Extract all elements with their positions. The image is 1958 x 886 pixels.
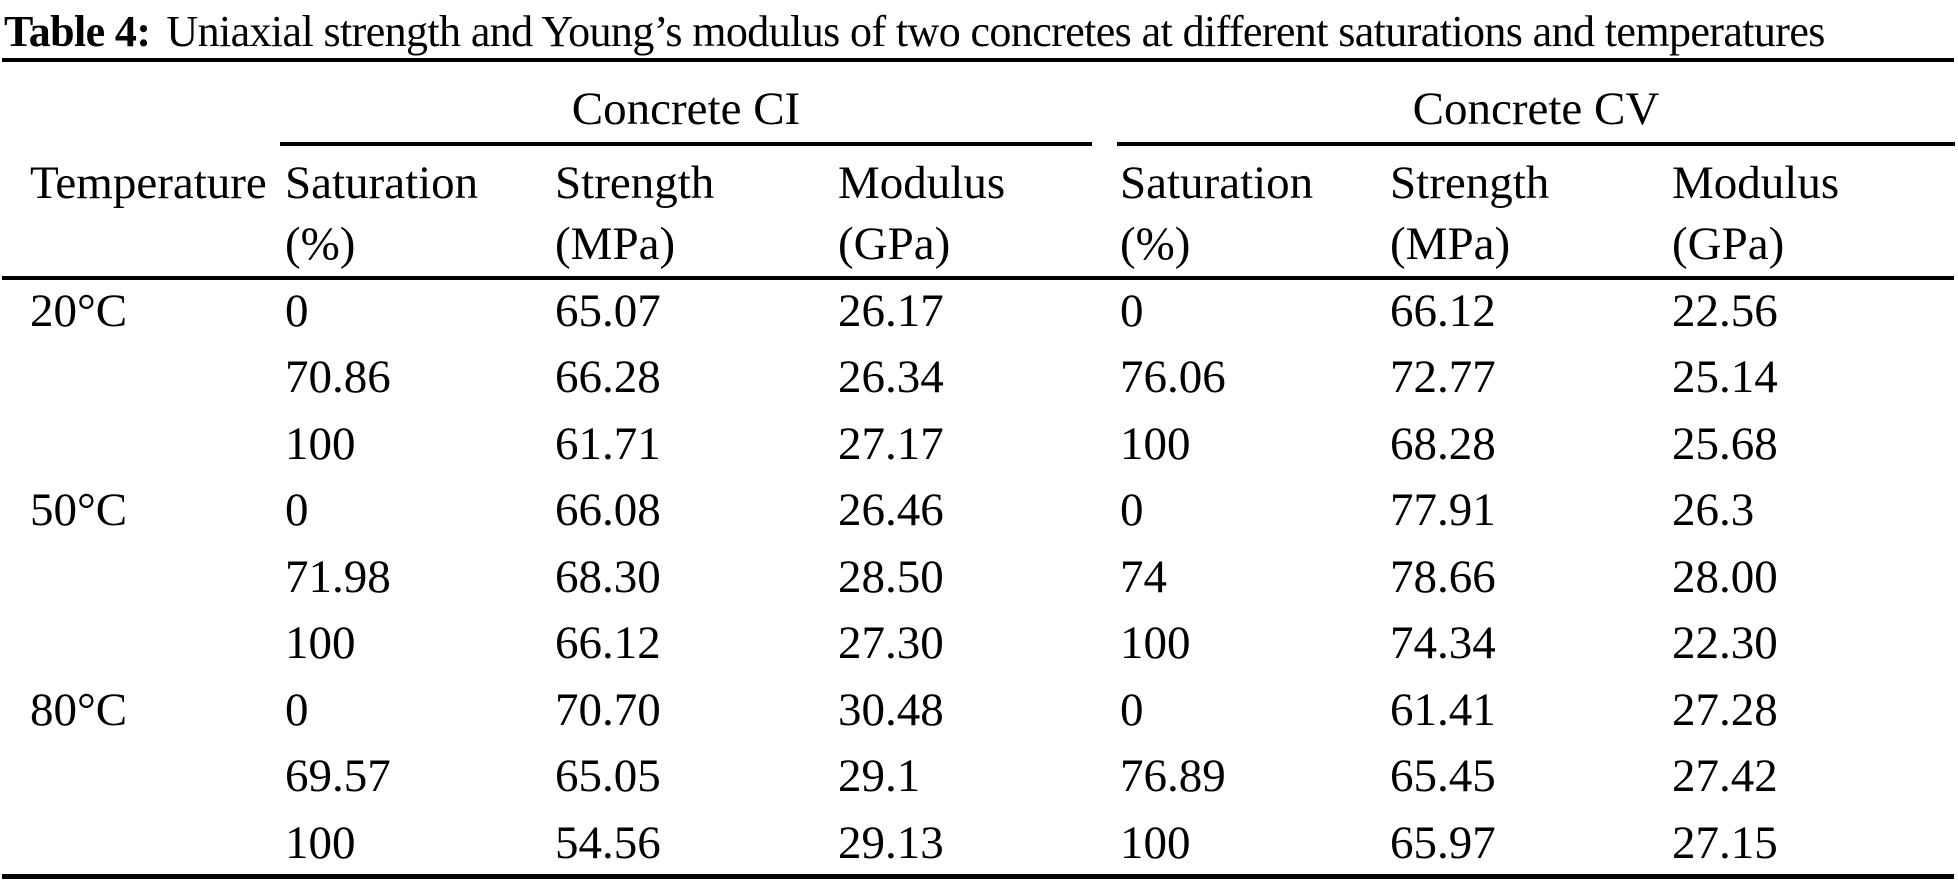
cell-ci-strength: 68.30 [555, 550, 661, 603]
table-row: 50°C 0 66.08 26.46 0 77.91 26.3 [0, 477, 1958, 543]
cell-cv-saturation: 100 [1120, 417, 1191, 470]
column-header-row: Temperature Saturation (%) Strength (MPa… [0, 153, 1958, 275]
table-row: 100 66.12 27.30 100 74.34 22.30 [0, 610, 1958, 676]
cell-ci-strength: 54.56 [555, 816, 661, 869]
cell-temperature [0, 544, 285, 610]
cell-ci-modulus: 27.17 [838, 417, 944, 470]
cell-cv-modulus: 26.3 [1672, 484, 1755, 537]
cell-cv-saturation: 100 [1120, 617, 1191, 670]
table-body: 20°C 0 65.07 26.17 0 66.12 22.56 70.86 6… [0, 278, 1958, 876]
table-caption: Table 4: Uniaxial strength and Young’s mo… [4, 6, 1825, 57]
cell-cv-strength: 66.12 [1390, 285, 1496, 337]
cell-cv-strength: 61.41 [1390, 683, 1496, 736]
table-caption-text: Uniaxial strength and Young’s modulus of… [166, 7, 1825, 56]
cell-cv-saturation: 100 [1120, 816, 1191, 869]
cell-temperature: 80°C [30, 683, 128, 736]
cell-cv-modulus: 28.00 [1672, 550, 1778, 603]
cell-ci-strength: 66.08 [555, 484, 661, 537]
cell-ci-saturation: 70.86 [285, 351, 391, 404]
cell-ci-modulus: 27.30 [838, 617, 944, 670]
group-header-concrete-cv: Concrete CV [1412, 83, 1660, 135]
cell-ci-saturation: 0 [285, 484, 309, 537]
cell-ci-strength: 61.71 [555, 417, 661, 470]
cell-ci-saturation: 100 [285, 617, 356, 670]
cell-ci-saturation: 0 [285, 683, 309, 736]
col-header-ci-strength: Strength (MPa) [555, 157, 715, 270]
cell-cv-modulus: 27.42 [1672, 750, 1778, 803]
cell-cv-strength: 74.34 [1390, 617, 1496, 670]
cell-ci-modulus: 28.50 [838, 550, 944, 603]
table-caption-label: Table 4: [4, 7, 151, 56]
table-row: 20°C 0 65.07 26.17 0 66.12 22.56 [0, 278, 1958, 344]
cell-cv-saturation: 76.06 [1120, 351, 1226, 404]
table-row: 70.86 66.28 26.34 76.06 72.77 25.14 [0, 344, 1958, 410]
col-header-cv-strength: Strength (MPa) [1390, 157, 1550, 270]
group-header-concrete-ci: Concrete CI [571, 83, 801, 135]
cell-ci-saturation: 100 [285, 417, 356, 470]
concrete-cv-spanner-rule [1117, 142, 1955, 146]
col-header-ci-saturation: Saturation (%) [285, 157, 479, 270]
cell-cv-modulus: 22.56 [1672, 285, 1778, 337]
cell-ci-strength: 65.07 [555, 285, 661, 337]
cell-ci-modulus: 26.17 [838, 285, 944, 337]
cell-ci-strength: 66.28 [555, 351, 661, 404]
cell-ci-strength: 70.70 [555, 683, 661, 736]
cell-temperature [0, 743, 285, 809]
cell-cv-saturation: 0 [1120, 683, 1144, 736]
concrete-ci-spanner-rule [280, 142, 1092, 146]
cell-ci-modulus: 26.46 [838, 484, 944, 537]
cell-cv-modulus: 27.28 [1672, 683, 1778, 736]
cell-cv-saturation: 76.89 [1120, 750, 1226, 803]
cell-cv-modulus: 25.68 [1672, 417, 1778, 470]
cell-temperature: 50°C [30, 484, 128, 537]
col-header-temperature: Temperature [30, 157, 267, 209]
cell-temperature [0, 810, 285, 876]
table-row: 71.98 68.30 28.50 74 78.66 28.00 [0, 544, 1958, 610]
cell-cv-strength: 78.66 [1390, 550, 1496, 603]
table-row: 80°C 0 70.70 30.48 0 61.41 27.28 [0, 677, 1958, 743]
cell-ci-strength: 66.12 [555, 617, 661, 670]
cell-ci-saturation: 100 [285, 816, 356, 869]
cell-cv-saturation: 74 [1120, 550, 1167, 603]
cell-ci-saturation: 71.98 [285, 550, 391, 603]
col-header-cv-saturation: Saturation (%) [1120, 157, 1314, 270]
cell-cv-strength: 65.45 [1390, 750, 1496, 803]
cell-cv-modulus: 27.15 [1672, 816, 1778, 869]
cell-cv-strength: 65.97 [1390, 816, 1496, 869]
col-header-cv-modulus: Modulus (GPa) [1672, 157, 1840, 270]
cell-cv-modulus: 22.30 [1672, 617, 1778, 670]
col-header-ci-modulus: Modulus (GPa) [838, 157, 1006, 270]
cell-ci-strength: 65.05 [555, 750, 661, 803]
cell-cv-modulus: 25.14 [1672, 351, 1778, 404]
table-row: 100 61.71 27.17 100 68.28 25.68 [0, 411, 1958, 477]
header-bottom-rule [2, 276, 1954, 280]
cell-ci-saturation: 0 [285, 285, 309, 337]
table-bottom-rule [2, 874, 1954, 879]
cell-temperature [0, 411, 285, 477]
cell-cv-strength: 72.77 [1390, 351, 1496, 404]
table-top-rule [2, 58, 1954, 62]
table-row: 69.57 65.05 29.1 76.89 65.45 27.42 [0, 743, 1958, 809]
cell-cv-saturation: 0 [1120, 285, 1144, 337]
cell-ci-modulus: 26.34 [838, 351, 944, 404]
cell-temperature [0, 610, 285, 676]
cell-cv-strength: 68.28 [1390, 417, 1496, 470]
cell-ci-saturation: 69.57 [285, 750, 391, 803]
table-row: 100 54.56 29.13 100 65.97 27.15 [0, 810, 1958, 876]
cell-temperature: 20°C [30, 285, 128, 337]
cell-ci-modulus: 29.13 [838, 816, 944, 869]
cell-temperature [0, 344, 285, 410]
cell-cv-saturation: 0 [1120, 484, 1144, 537]
cell-cv-strength: 77.91 [1390, 484, 1496, 537]
cell-ci-modulus: 30.48 [838, 683, 944, 736]
cell-ci-modulus: 29.1 [838, 750, 921, 803]
